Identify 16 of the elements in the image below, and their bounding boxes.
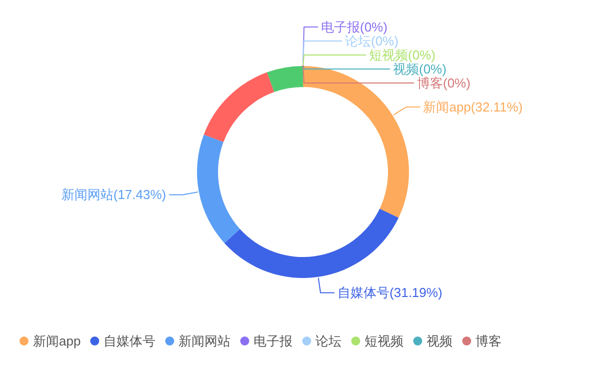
text: 视频(0%)	[393, 62, 446, 76]
legend-label: 视频	[426, 334, 453, 348]
legend-label: 电子报	[254, 334, 293, 348]
legend-label: 论坛	[316, 334, 342, 348]
data-label: 新闻app(32.11%)	[423, 99, 523, 114]
text: 短视频(0%)	[369, 48, 436, 62]
legend-label: 自媒体号	[104, 334, 156, 348]
data-label: 自媒体号(31.19%)	[338, 285, 442, 300]
legend-label: 博客	[476, 334, 502, 348]
text: 论坛(0%)	[345, 34, 398, 48]
text: 博客(0%)	[417, 76, 470, 90]
text: 电子报(0%)	[321, 20, 388, 34]
legend-label: 新闻app	[33, 334, 81, 348]
legend-label: 新闻网站	[178, 334, 231, 348]
data-label: 新闻网站(17.43%)	[61, 187, 166, 202]
legend-label: 短视频	[364, 334, 404, 348]
